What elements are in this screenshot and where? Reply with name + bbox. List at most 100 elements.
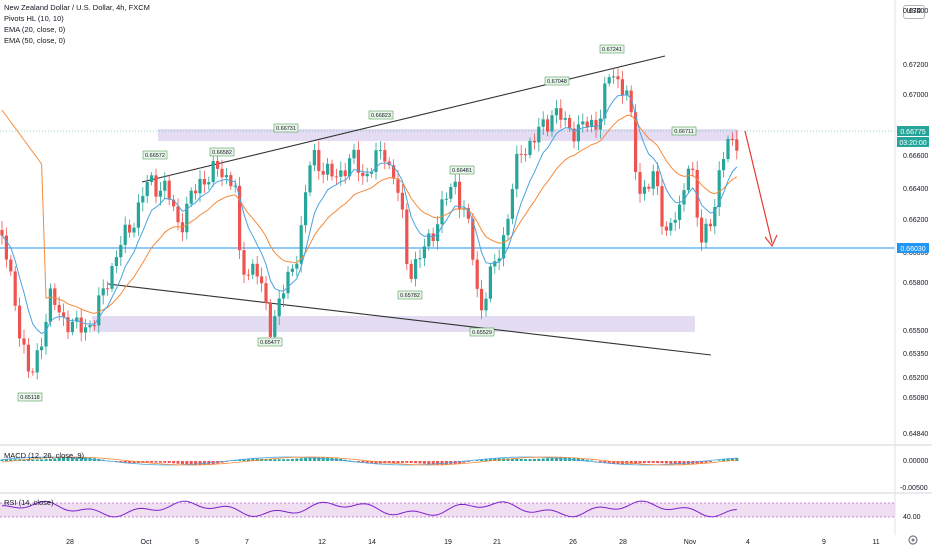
candle-body <box>735 139 739 151</box>
macd-bar <box>427 461 431 465</box>
pivot-label: 0.66731 <box>276 126 296 132</box>
candle-body <box>493 261 497 267</box>
macd-bar <box>198 461 202 466</box>
macd-bar <box>251 458 255 461</box>
indicator-ema20[interactable]: EMA (20, close, 0) <box>4 25 66 34</box>
macd-bar <box>290 458 294 461</box>
ema20-line <box>1 93 738 335</box>
price-tick-label: 0.67200 <box>903 62 928 69</box>
pivot-label: 0.65477 <box>260 340 280 346</box>
time-tick-label: 4 <box>746 539 750 546</box>
macd-bar <box>53 458 57 461</box>
candle-body <box>682 190 686 205</box>
price-tick-label: 0.66400 <box>903 186 928 193</box>
pivot-label: 0.66572 <box>145 153 165 159</box>
macd-bar <box>176 461 180 464</box>
rsi-label[interactable]: RSI (14, close) <box>4 498 54 507</box>
candle-body <box>713 207 717 227</box>
candle-body <box>427 233 431 247</box>
macd-bar <box>638 461 642 464</box>
candle-body <box>0 230 4 236</box>
candle-body <box>374 150 378 172</box>
macd-bar <box>537 458 541 461</box>
candle-body <box>211 161 215 183</box>
candle-body <box>708 223 712 227</box>
candle-body <box>475 259 479 289</box>
indicator-pivots[interactable]: Pivots HL (10, 10) <box>4 14 64 23</box>
candle-body <box>576 124 580 142</box>
candle-body <box>568 117 572 129</box>
candle-body <box>365 173 369 177</box>
pivot-label-box <box>449 165 475 175</box>
price-tick-label: 0.65800 <box>903 280 928 287</box>
candle-body <box>97 295 101 326</box>
macd-bar <box>625 461 629 464</box>
gear-icon[interactable] <box>908 535 918 545</box>
time-tick-label: 11 <box>872 539 879 546</box>
macd-bar <box>422 461 426 464</box>
macd-bar <box>607 461 611 464</box>
macd-bar <box>651 461 655 463</box>
candle-body <box>546 119 550 132</box>
macd-bar <box>44 459 48 461</box>
price-tick-label: 0.66200 <box>903 217 928 224</box>
macd-bar <box>9 459 13 461</box>
macd-bar <box>603 461 607 463</box>
candle-body <box>502 235 506 259</box>
macd-bar <box>458 461 462 464</box>
candle-body <box>506 218 510 236</box>
candle-body <box>26 344 30 372</box>
candle-body <box>35 350 39 373</box>
macd-bar <box>708 461 712 462</box>
pivot-label-box <box>544 76 570 86</box>
candle-body <box>629 90 633 113</box>
candle-body <box>255 263 259 277</box>
macd-bar <box>515 458 519 461</box>
macd-bar <box>158 461 162 463</box>
macd-bar <box>642 461 646 464</box>
macd-bar <box>286 459 290 461</box>
macd-bar <box>26 459 30 461</box>
macd-bar <box>656 461 660 464</box>
price-tick-label: 0.65200 <box>903 375 928 382</box>
macd-bar <box>581 458 585 461</box>
candle-body <box>484 298 488 311</box>
macd-bar <box>356 461 360 463</box>
candle-body <box>510 189 514 219</box>
candle-body <box>436 224 440 242</box>
macd-label[interactable]: MACD (12, 26, close, 9) <box>4 451 85 460</box>
macd-bar <box>35 459 39 461</box>
candle-body <box>348 158 352 177</box>
indicator-ema50[interactable]: EMA (50, close, 0) <box>4 36 66 45</box>
macd-bar <box>308 457 312 461</box>
candle-body <box>361 172 365 177</box>
candle-body <box>656 171 660 187</box>
time-tick-label: 28 <box>66 539 74 546</box>
candle-body <box>651 171 655 189</box>
candle-body <box>167 180 171 200</box>
macd-bar <box>4 459 8 461</box>
lower-trendline[interactable] <box>107 283 712 356</box>
candle-body <box>154 175 158 197</box>
candle-body <box>92 325 96 327</box>
candle-body <box>106 288 110 290</box>
candle-body <box>660 186 664 227</box>
macd-bar <box>550 457 554 461</box>
upper-trendline[interactable] <box>141 55 666 183</box>
candle-body <box>158 190 162 197</box>
candle-body <box>453 181 457 188</box>
projection-arrow[interactable] <box>744 130 773 244</box>
candle-body <box>66 317 70 333</box>
candle-body <box>717 170 721 208</box>
price-tick-label: 0.65350 <box>903 351 928 358</box>
projection-arrow-head <box>764 234 778 248</box>
candle-body <box>673 219 677 223</box>
resistance-zone <box>158 129 738 141</box>
candle-body <box>224 175 228 178</box>
candle-body <box>220 168 224 178</box>
macd-bar <box>66 457 70 461</box>
currency-button[interactable]: USD <box>903 5 925 19</box>
ema50-line <box>1 109 738 315</box>
